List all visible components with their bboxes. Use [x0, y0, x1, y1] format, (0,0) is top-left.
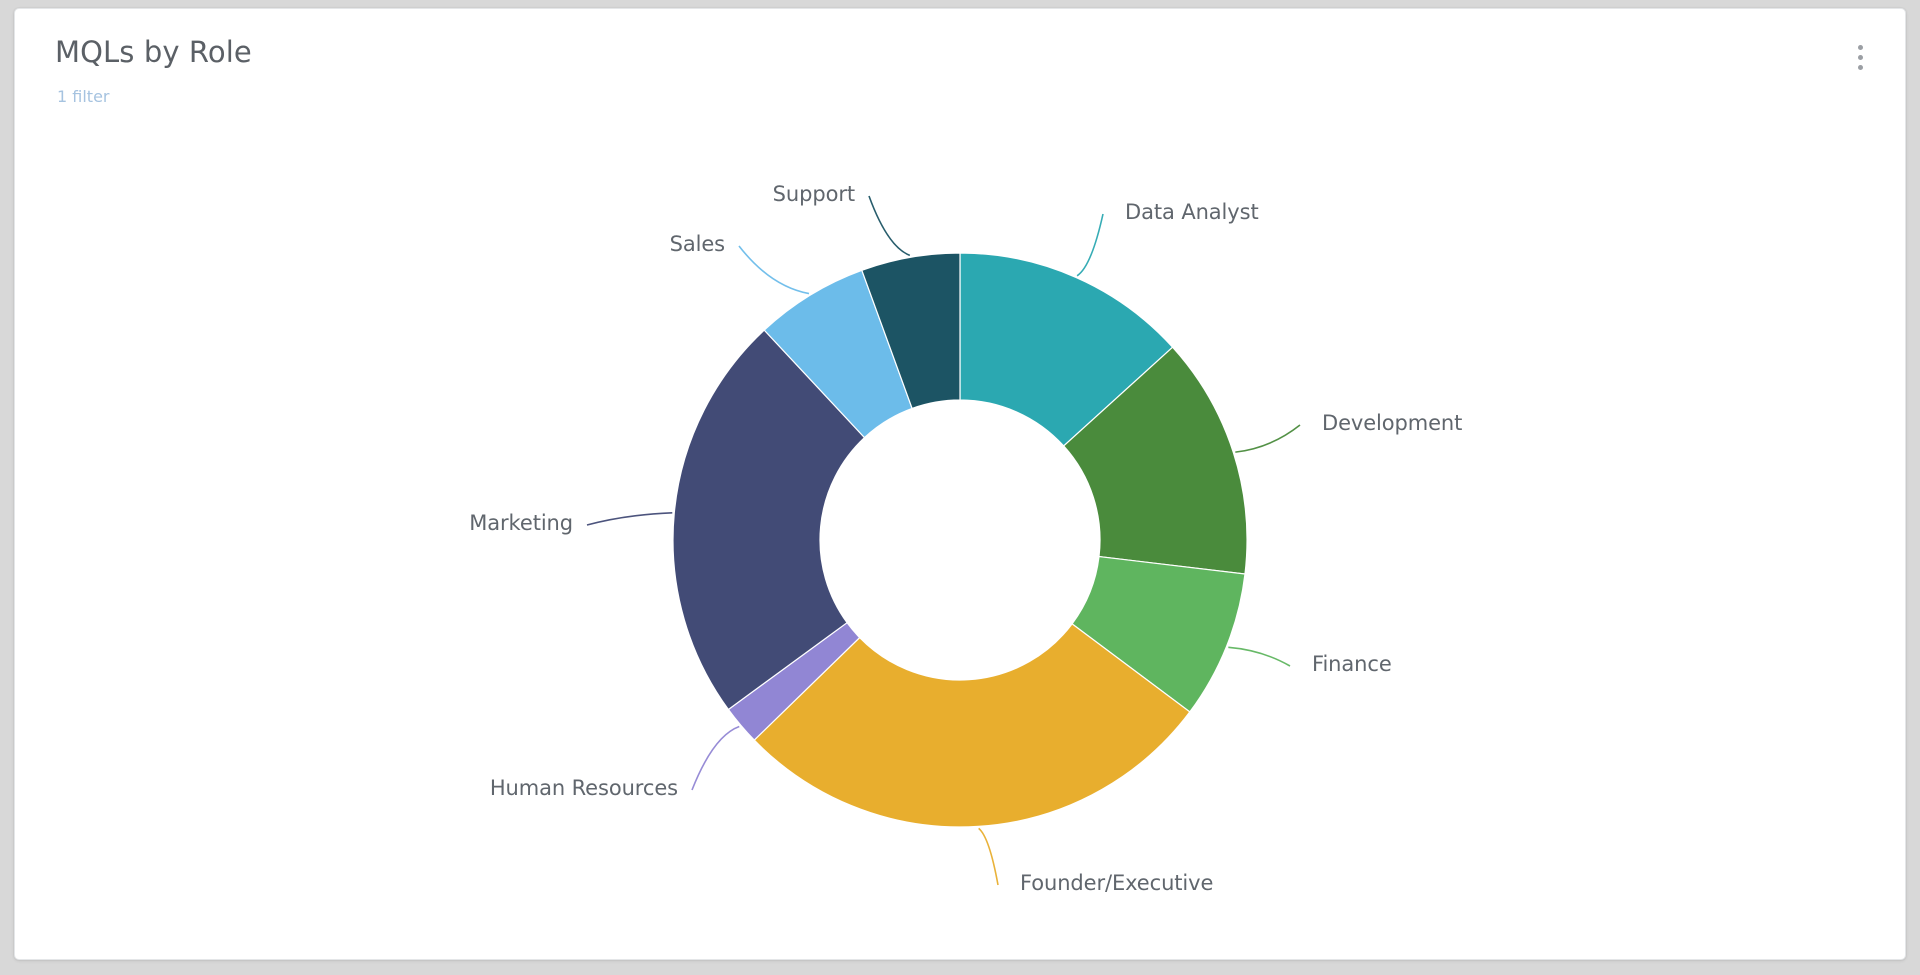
leader-line	[978, 827, 999, 886]
page-title: MQLs by Role	[55, 35, 252, 69]
donut-slice[interactable]	[753, 623, 1191, 828]
donut-chart-svg	[586, 195, 1301, 886]
donut-slice[interactable]	[1062, 346, 1248, 575]
kebab-dot	[1857, 64, 1863, 70]
kebab-dot	[1857, 54, 1863, 60]
leader-line	[868, 195, 911, 257]
donut-slices	[672, 252, 1248, 828]
card-header: MQLs by Role 1 filter	[15, 9, 1905, 129]
slice-label: Human Resources	[489, 776, 678, 800]
donut-slice[interactable]	[861, 252, 961, 410]
slice-label: Finance	[1312, 652, 1392, 676]
leader-line	[1228, 646, 1291, 667]
slice-label: Support	[772, 182, 855, 206]
dashboard-card: MQLs by Role 1 filter Data Analyst Develo…	[14, 8, 1906, 960]
donut-slice[interactable]	[672, 329, 866, 711]
leader-line	[586, 512, 673, 526]
slice-label: Sales	[669, 232, 726, 256]
leader-line	[1235, 424, 1301, 453]
leader-line	[738, 245, 810, 295]
slice-label: Development	[1322, 411, 1463, 435]
kebab-dot	[1857, 44, 1863, 50]
donut-chart: Data Analyst Development Finance Founder/Ex…	[15, 9, 1905, 959]
leader-line	[691, 725, 740, 791]
kebab-menu-icon[interactable]	[1847, 37, 1873, 77]
slice-label: Founder/Executive	[1020, 871, 1214, 895]
slice-label: Data Analyst	[1125, 200, 1259, 224]
donut-slice[interactable]	[959, 252, 1174, 447]
leader-line	[1076, 213, 1104, 277]
donut-leader-lines	[586, 195, 1301, 886]
filter-count-link[interactable]: 1 filter	[57, 87, 110, 106]
slice-label: Marketing	[469, 511, 573, 535]
